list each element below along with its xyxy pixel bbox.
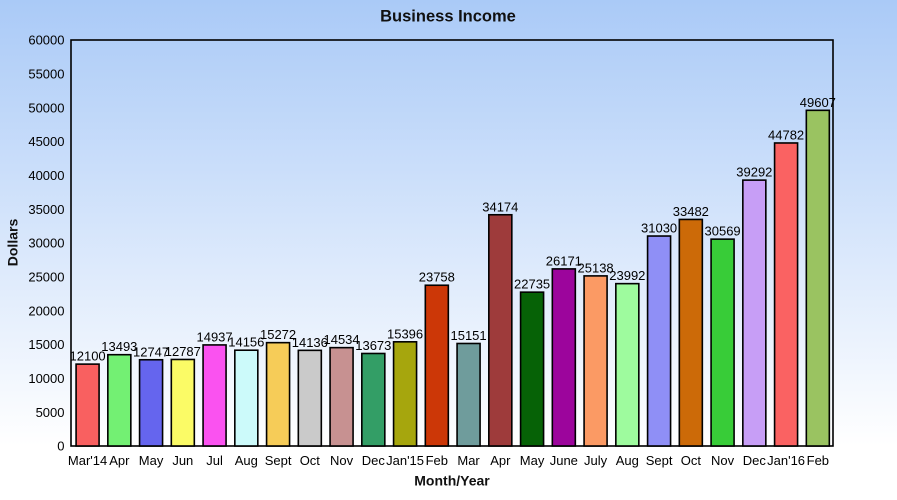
svg-text:45000: 45000 [28, 134, 64, 149]
svg-text:40000: 40000 [28, 168, 64, 183]
svg-text:12100: 12100 [70, 349, 106, 364]
svg-text:60000: 60000 [28, 33, 64, 48]
svg-text:Sept: Sept [646, 453, 673, 468]
svg-text:Jul: Jul [206, 453, 223, 468]
svg-text:Oct: Oct [300, 453, 321, 468]
svg-text:15000: 15000 [28, 337, 64, 352]
svg-text:13493: 13493 [101, 339, 137, 354]
svg-text:34174: 34174 [482, 199, 518, 214]
svg-text:May: May [520, 453, 545, 468]
svg-text:Apr: Apr [490, 453, 511, 468]
svg-text:14136: 14136 [292, 335, 328, 350]
svg-text:13673: 13673 [355, 338, 391, 353]
svg-text:12747: 12747 [133, 344, 169, 359]
svg-text:Jun: Jun [172, 453, 193, 468]
svg-text:25138: 25138 [578, 260, 614, 275]
svg-text:26171: 26171 [546, 253, 582, 268]
svg-text:Oct: Oct [681, 453, 702, 468]
svg-text:25000: 25000 [28, 269, 64, 284]
svg-text:49607: 49607 [800, 95, 836, 110]
svg-text:14534: 14534 [323, 332, 359, 347]
svg-text:30569: 30569 [705, 224, 741, 239]
svg-text:Apr: Apr [109, 453, 130, 468]
svg-text:Aug: Aug [235, 453, 258, 468]
svg-text:Feb: Feb [426, 453, 448, 468]
svg-text:Month/Year: Month/Year [414, 473, 490, 489]
svg-text:33482: 33482 [673, 204, 709, 219]
svg-text:Nov: Nov [330, 453, 354, 468]
svg-text:15396: 15396 [387, 326, 423, 341]
svg-text:0: 0 [57, 439, 64, 454]
svg-text:10000: 10000 [28, 371, 64, 386]
svg-text:39292: 39292 [736, 165, 772, 180]
svg-text:Business Income: Business Income [380, 8, 516, 26]
svg-text:Dollars: Dollars [5, 219, 21, 267]
svg-text:22735: 22735 [514, 277, 550, 292]
svg-text:12787: 12787 [165, 344, 201, 359]
svg-text:Dec: Dec [743, 453, 767, 468]
svg-text:Mar: Mar [457, 453, 480, 468]
svg-text:35000: 35000 [28, 202, 64, 217]
svg-text:31030: 31030 [641, 221, 677, 236]
svg-text:Feb: Feb [807, 453, 829, 468]
svg-text:July: July [584, 453, 608, 468]
svg-text:Dec: Dec [362, 453, 386, 468]
svg-text:Aug: Aug [616, 453, 639, 468]
svg-text:23992: 23992 [609, 268, 645, 283]
svg-text:June: June [550, 453, 578, 468]
svg-text:44782: 44782 [768, 127, 804, 142]
svg-text:14937: 14937 [196, 329, 232, 344]
svg-text:20000: 20000 [28, 303, 64, 318]
svg-text:Nov: Nov [711, 453, 735, 468]
svg-text:15151: 15151 [450, 328, 486, 343]
svg-text:Jan'16: Jan'16 [767, 453, 805, 468]
svg-text:30000: 30000 [28, 236, 64, 251]
svg-text:Jan'15: Jan'15 [386, 453, 424, 468]
svg-text:Mar'14: Mar'14 [68, 453, 107, 468]
svg-text:5000: 5000 [36, 405, 65, 420]
svg-text:55000: 55000 [28, 66, 64, 81]
svg-text:14156: 14156 [228, 335, 264, 350]
svg-text:15272: 15272 [260, 327, 296, 342]
svg-text:Sept: Sept [265, 453, 292, 468]
svg-text:23758: 23758 [419, 270, 455, 285]
svg-text:50000: 50000 [28, 100, 64, 115]
svg-text:May: May [139, 453, 164, 468]
